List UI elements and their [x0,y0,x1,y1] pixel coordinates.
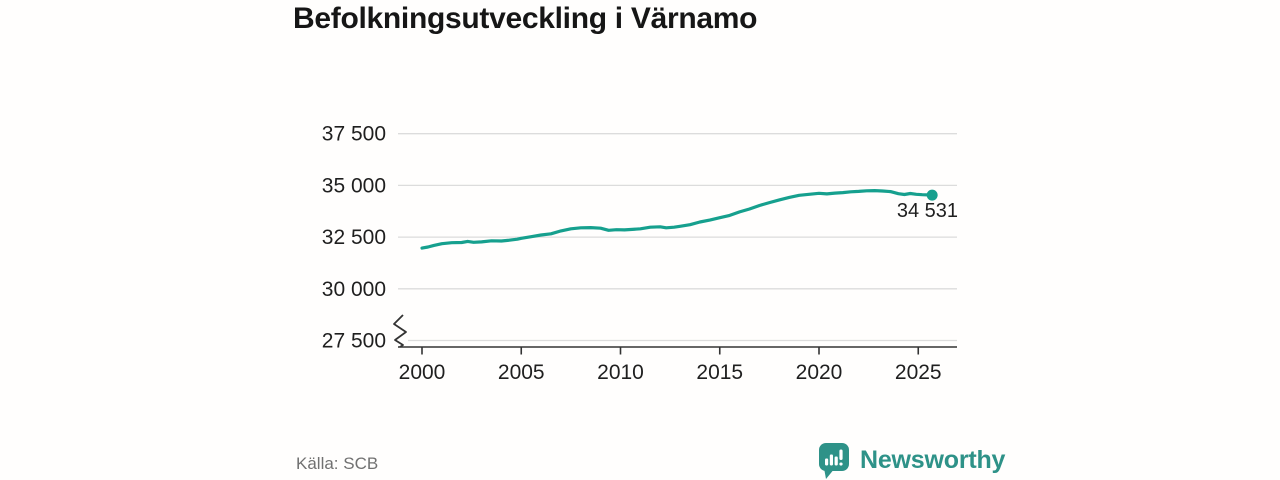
svg-text:2005: 2005 [498,361,545,384]
newsworthy-logo: Newsworthy [816,441,1005,479]
x-axis-labels: 2000 2005 2010 2015 2020 2025 [399,361,942,384]
axis-break-zigzag [393,314,407,348]
svg-text:2015: 2015 [696,361,743,384]
svg-text:37 500: 37 500 [322,123,386,146]
chart-title: Befolkningsutveckling i Värnamo [293,2,758,35]
end-value-label: 34 531 [897,200,958,222]
svg-text:2020: 2020 [796,361,843,384]
svg-text:2025: 2025 [895,361,942,384]
svg-text:2010: 2010 [597,361,644,384]
source-caption: Källa: SCB [296,454,379,473]
y-axis-labels: 27 500 30 000 32 500 35 000 37 500 [322,123,386,353]
end-point-marker [926,189,938,201]
svg-text:35 000: 35 000 [322,174,386,197]
newsworthy-wordmark: Newsworthy [860,445,1006,474]
svg-text:30 000: 30 000 [322,278,386,301]
population-line [420,189,934,250]
newsworthy-icon [819,443,849,479]
gridlines [398,133,957,342]
svg-text:27 500: 27 500 [322,330,386,353]
x-axis [398,346,957,355]
svg-text:32 500: 32 500 [322,226,386,249]
svg-text:2000: 2000 [399,361,446,384]
